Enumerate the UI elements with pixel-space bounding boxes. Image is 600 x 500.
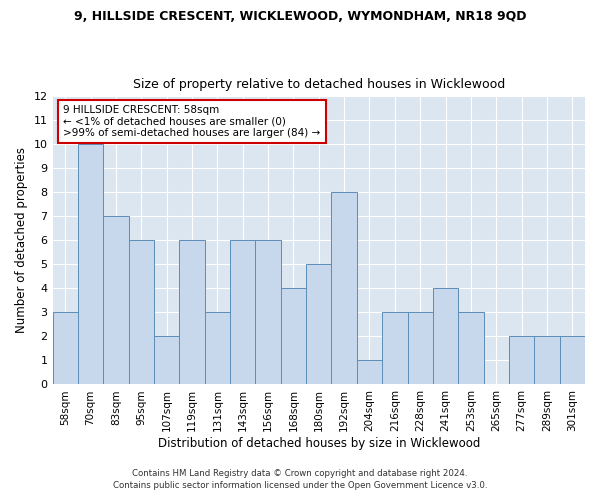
Bar xyxy=(154,336,179,384)
Y-axis label: Number of detached properties: Number of detached properties xyxy=(15,148,28,334)
Bar xyxy=(78,144,103,384)
Bar xyxy=(357,360,382,384)
Bar xyxy=(256,240,281,384)
Title: Size of property relative to detached houses in Wicklewood: Size of property relative to detached ho… xyxy=(133,78,505,91)
Bar xyxy=(103,216,128,384)
Bar xyxy=(205,312,230,384)
X-axis label: Distribution of detached houses by size in Wicklewood: Distribution of detached houses by size … xyxy=(158,437,480,450)
Bar xyxy=(53,312,78,384)
Bar xyxy=(306,264,331,384)
Text: 9, HILLSIDE CRESCENT, WICKLEWOOD, WYMONDHAM, NR18 9QD: 9, HILLSIDE CRESCENT, WICKLEWOOD, WYMOND… xyxy=(74,10,526,23)
Bar xyxy=(560,336,585,384)
Bar xyxy=(534,336,560,384)
Bar xyxy=(458,312,484,384)
Bar xyxy=(382,312,407,384)
Text: 9 HILLSIDE CRESCENT: 58sqm
← <1% of detached houses are smaller (0)
>99% of semi: 9 HILLSIDE CRESCENT: 58sqm ← <1% of deta… xyxy=(63,105,320,138)
Bar xyxy=(281,288,306,384)
Bar xyxy=(509,336,534,384)
Bar xyxy=(331,192,357,384)
Bar xyxy=(433,288,458,384)
Bar xyxy=(179,240,205,384)
Bar xyxy=(128,240,154,384)
Bar xyxy=(230,240,256,384)
Bar xyxy=(407,312,433,384)
Text: Contains HM Land Registry data © Crown copyright and database right 2024.
Contai: Contains HM Land Registry data © Crown c… xyxy=(113,468,487,490)
